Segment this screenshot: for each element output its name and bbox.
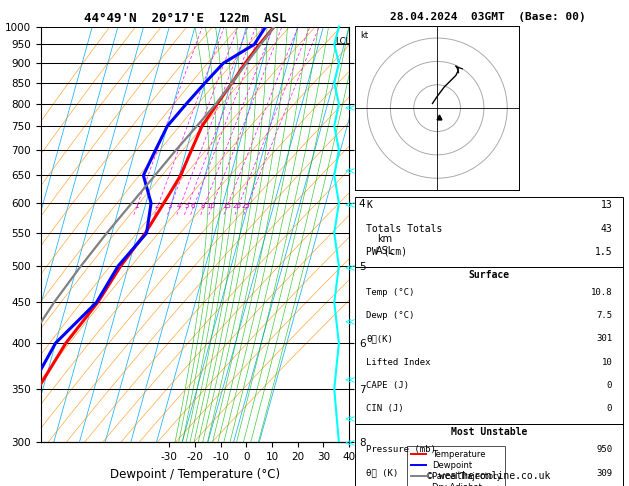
Text: 28.04.2024  03GMT  (Base: 00): 28.04.2024 03GMT (Base: 00): [389, 12, 586, 22]
Text: 20: 20: [233, 203, 242, 209]
Text: PW (cm): PW (cm): [366, 247, 407, 257]
Text: 6: 6: [191, 203, 195, 209]
Text: 3: 3: [167, 203, 172, 209]
Text: ≪: ≪: [344, 413, 354, 423]
Text: 4: 4: [177, 203, 181, 209]
Text: Surface: Surface: [469, 270, 509, 279]
Text: 10: 10: [601, 358, 612, 367]
Bar: [355, 197, 623, 267]
Text: θᴇ(K): θᴇ(K): [366, 334, 392, 344]
Text: kt: kt: [360, 31, 368, 40]
Text: Totals Totals: Totals Totals: [366, 224, 442, 234]
Text: 1.5: 1.5: [594, 247, 612, 257]
Text: 43: 43: [601, 224, 612, 234]
Text: K: K: [366, 200, 372, 210]
Text: ≪: ≪: [344, 199, 354, 209]
Text: 25: 25: [242, 203, 250, 209]
Text: CAPE (J): CAPE (J): [366, 381, 409, 390]
Text: Lifted Index: Lifted Index: [366, 358, 430, 367]
Text: 0: 0: [607, 381, 612, 390]
Text: Temp (°C): Temp (°C): [366, 288, 415, 297]
Text: © weatheronline.co.uk: © weatheronline.co.uk: [427, 471, 551, 481]
Text: 950: 950: [596, 445, 612, 454]
Text: ≪: ≪: [344, 165, 354, 175]
Text: ≪: ≪: [344, 262, 354, 272]
Text: 1: 1: [134, 203, 138, 209]
Text: 0: 0: [607, 404, 612, 414]
Text: 7.5: 7.5: [596, 311, 612, 320]
Text: 8: 8: [201, 203, 205, 209]
Text: 10: 10: [206, 203, 216, 209]
Text: ≪: ≪: [344, 102, 354, 112]
Text: LCL: LCL: [335, 37, 350, 46]
Bar: [355, 424, 623, 486]
X-axis label: Dewpoint / Temperature (°C): Dewpoint / Temperature (°C): [110, 468, 280, 481]
Text: Pressure (mb): Pressure (mb): [366, 445, 436, 454]
Text: 13: 13: [601, 200, 612, 210]
Text: 15: 15: [222, 203, 231, 209]
Text: Most Unstable: Most Unstable: [451, 427, 527, 437]
Text: 301: 301: [596, 334, 612, 344]
Legend: Temperature, Dewpoint, Parcel Trajectory, Dry Adiabat, Wet Adiabat, Isotherm, Mi: Temperature, Dewpoint, Parcel Trajectory…: [407, 447, 505, 486]
Text: 5: 5: [184, 203, 189, 209]
Text: 309: 309: [596, 469, 612, 478]
Text: 2: 2: [155, 203, 159, 209]
Text: ≪: ≪: [344, 374, 354, 384]
Bar: [355, 267, 623, 424]
Text: ≪: ≪: [344, 316, 354, 326]
Text: θᴇ (K): θᴇ (K): [366, 469, 398, 478]
Text: 10.8: 10.8: [591, 288, 612, 297]
Text: ≪: ≪: [344, 437, 354, 447]
Text: 44°49'N  20°17'E  122m  ASL: 44°49'N 20°17'E 122m ASL: [84, 12, 287, 25]
Text: CIN (J): CIN (J): [366, 404, 404, 414]
Y-axis label: km
ASL: km ASL: [376, 235, 394, 256]
Text: Dewp (°C): Dewp (°C): [366, 311, 415, 320]
